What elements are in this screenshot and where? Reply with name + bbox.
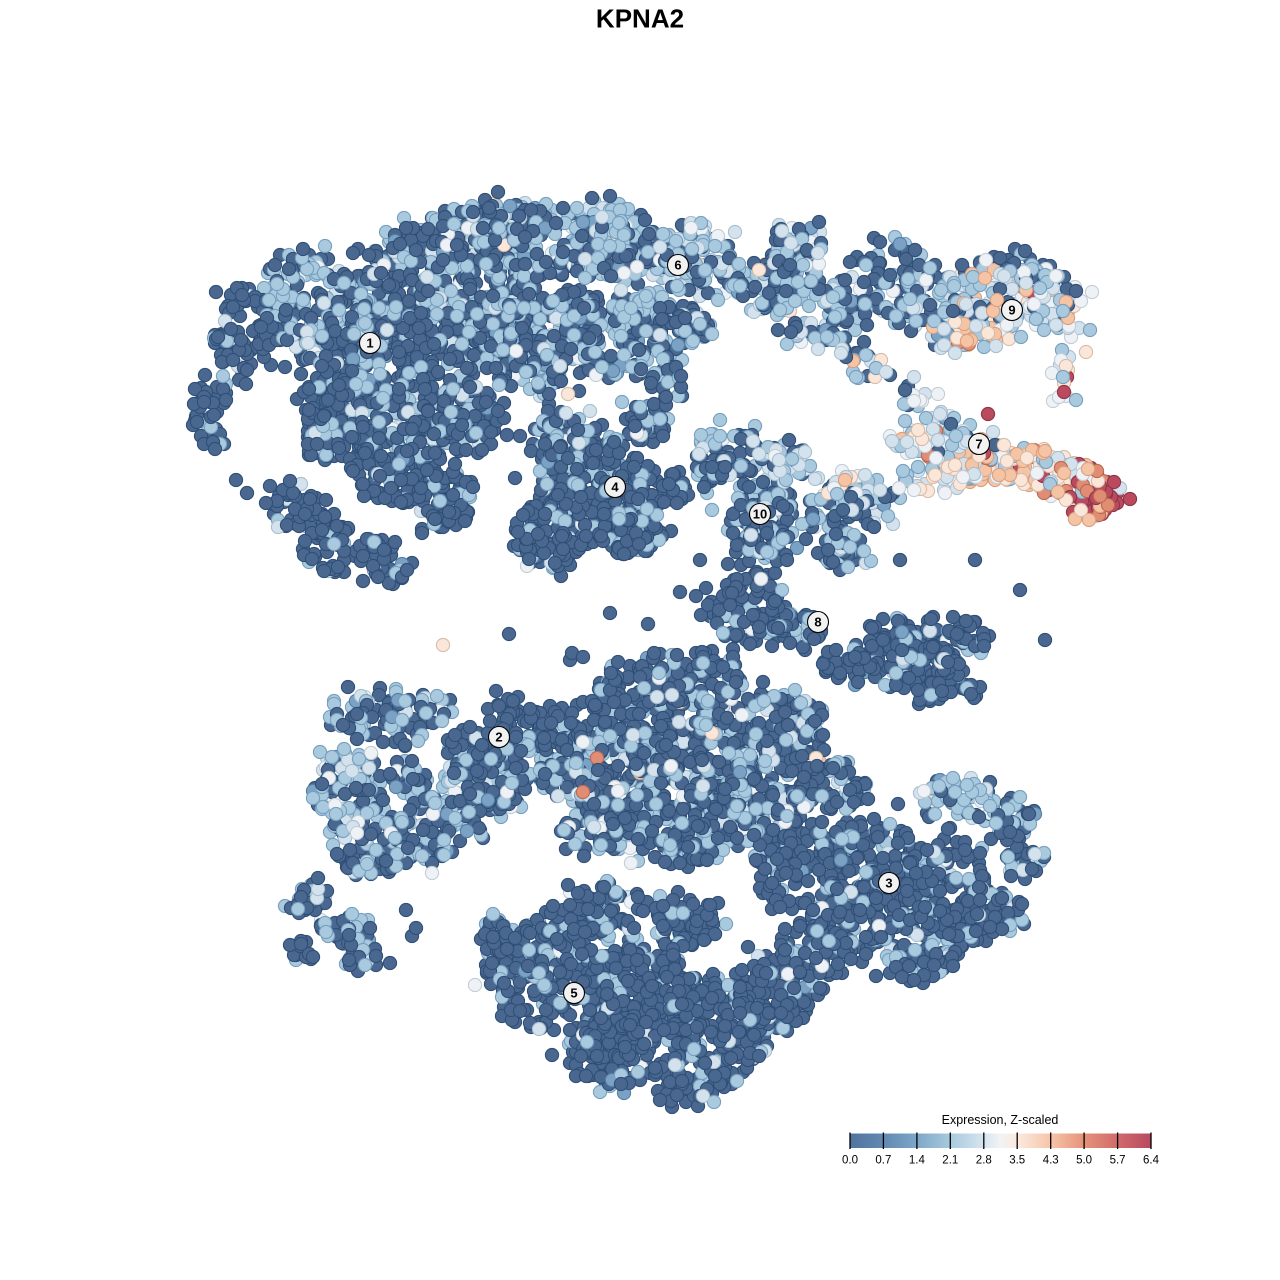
svg-text:KPNA2: KPNA2 [596,4,684,34]
